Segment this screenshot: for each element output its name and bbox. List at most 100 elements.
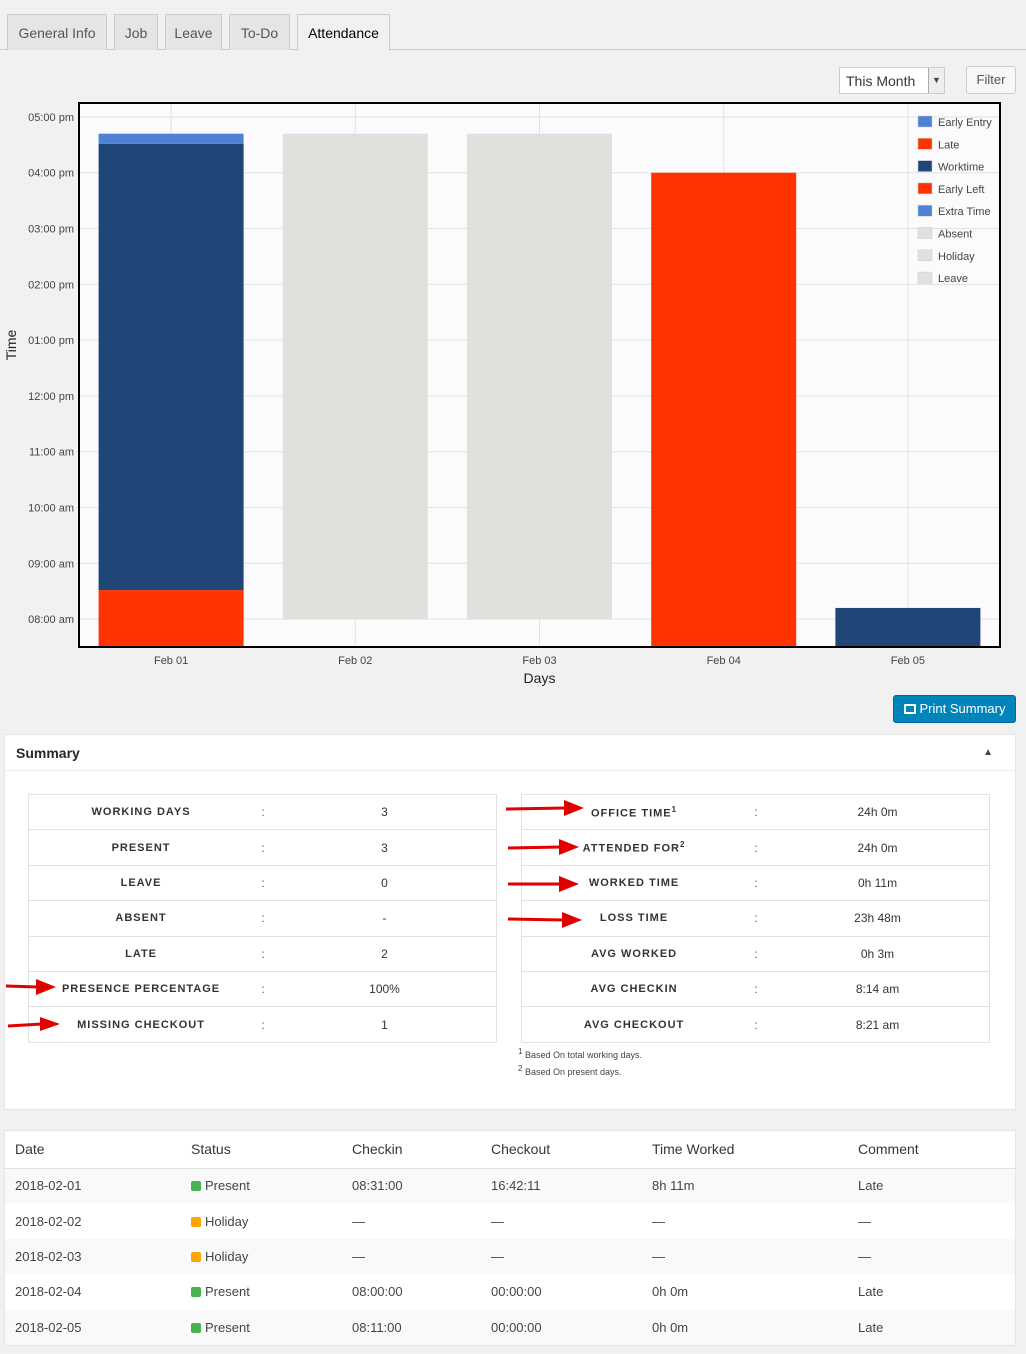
summary-separator: :	[746, 900, 767, 937]
legend-swatch	[917, 160, 933, 172]
x-tick-label: Feb 01	[154, 655, 188, 667]
status-dot-icon	[191, 1181, 201, 1192]
column-header: Status	[181, 1131, 342, 1169]
time-worked-cell: —	[652, 1213, 665, 1229]
date-cell: 2018-02-05	[5, 1309, 181, 1345]
summary-label: LOSS TIME	[521, 900, 747, 937]
bar-segment	[98, 143, 244, 591]
checkout-cell: —	[491, 1213, 504, 1229]
checkin-cell: 08:31:00	[342, 1168, 481, 1204]
plot-border	[78, 102, 1001, 648]
comment-cell: Late	[848, 1168, 1015, 1204]
tab-attendance[interactable]: Attendance	[297, 14, 390, 51]
x-axis-title: Days	[524, 670, 556, 686]
y-tick-label: 04:00 pm	[28, 168, 74, 180]
tab-job[interactable]: Job	[114, 14, 158, 50]
attendance-chart: 05:00 pm 04:00 pm 03:00 pm 02:00 pm 01:00 pm…	[3, 102, 1001, 686]
summary-footnotes: 1 Based On total working days. 2 Based O…	[518, 1045, 642, 1079]
status-dot-icon	[191, 1251, 201, 1262]
column-header: Date	[5, 1131, 181, 1169]
summary-row: AVG CHECKOUT:8:21 am	[521, 1006, 991, 1043]
time-worked-cell: 0h 0m	[652, 1284, 689, 1300]
checkin-cell: —	[342, 1238, 481, 1275]
column-header: Time Worked	[642, 1131, 848, 1169]
period-select[interactable]: This Month ▼	[839, 67, 945, 94]
summary-label: OFFICE TIME1	[521, 793, 747, 831]
collapse-arrow-icon[interactable]: ▲	[983, 747, 993, 758]
legend-label: Extra Time	[938, 206, 991, 218]
legend-label: Absent	[938, 229, 972, 241]
date-cell: 2018-02-04	[15, 1284, 82, 1300]
summary-separator: :	[253, 1006, 274, 1043]
summary-row: PRESENT:3	[28, 829, 498, 866]
summary-label: LEAVE	[28, 864, 254, 902]
y-tick-label: 01:00 pm	[28, 335, 74, 347]
legend-swatch	[917, 249, 933, 262]
summary-separator: :	[746, 864, 767, 902]
checkin-cell: 08:00:00	[352, 1284, 403, 1300]
bar-segment	[98, 133, 244, 144]
print-summary-button[interactable]: Print Summary	[893, 695, 1016, 723]
time-worked-cell: —	[642, 1238, 848, 1275]
x-tick-label: Feb 02	[338, 655, 372, 667]
legend-label: Early Left	[938, 184, 984, 196]
column-header: Checkin	[342, 1131, 481, 1169]
table-row: 2018-02-02 Holiday — — — —	[5, 1203, 1015, 1238]
legend-swatch	[917, 271, 933, 284]
summary-separator: :	[746, 829, 767, 866]
tab-to-do[interactable]: To-Do	[229, 14, 290, 50]
comment-cell: Late	[858, 1284, 884, 1300]
summary-label: AVG CHECKOUT	[521, 1006, 747, 1043]
comment-cell: —	[848, 1238, 1015, 1275]
status-cell: Holiday	[181, 1238, 342, 1275]
date-cell: 2018-02-02	[15, 1213, 82, 1229]
status-cell: Holiday	[181, 1203, 342, 1238]
column-header: Checkout	[481, 1131, 642, 1169]
legend-swatch	[917, 115, 933, 128]
summary-label: LATE	[28, 935, 254, 972]
x-tick-label: Feb 04	[707, 655, 741, 667]
summary-separator: :	[746, 1006, 767, 1043]
footnote: 1 Based On total working days.	[518, 1047, 643, 1060]
x-tick-label: Feb 03	[522, 655, 556, 667]
red-arrow-icon	[507, 839, 579, 855]
summary-separator: :	[746, 935, 767, 972]
summary-value: 100%	[273, 970, 498, 1008]
summary-right-table: OFFICE TIME1:24h 0m ATTENDED FOR2:24h 0m W…	[521, 793, 991, 1043]
filter-button[interactable]: Filter	[966, 66, 1016, 94]
red-arrow-icon	[5, 979, 56, 995]
summary-row: ATTENDED FOR2:24h 0m	[521, 829, 991, 866]
summary-value: 2	[273, 935, 498, 972]
date-cell: 2018-02-01	[5, 1168, 181, 1204]
summary-title: Summary	[16, 745, 80, 761]
legend-swatch	[917, 138, 933, 150]
attendance-records: Date Status Checkin Checkout Time Worked Comm…	[4, 1130, 1016, 1346]
table-row: 2018-02-03 Holiday — — — —	[5, 1238, 1015, 1275]
summary-left-table: WORKING DAYS:3 PRESENT:3 LEAVE:0 ABSENT: - LA…	[28, 793, 498, 1043]
red-arrow-icon	[505, 800, 584, 816]
summary-label: MISSING CHECKOUT	[28, 1006, 254, 1043]
legend-swatch	[917, 227, 933, 239]
y-tick-label: 09:00 am	[28, 558, 74, 570]
summary-value: 1	[273, 1006, 498, 1043]
summary-panel-header[interactable]: Summary ▲	[5, 735, 1015, 771]
summary-value: 3	[273, 793, 498, 831]
y-tick-label: 10:00 am	[28, 503, 74, 515]
comment-cell: Late	[848, 1309, 1015, 1345]
table-row: 2018-02-01 Present 08:31:00 16:42:11 8h 11m L…	[5, 1168, 1015, 1204]
annotation-arrows	[5, 800, 584, 1031]
summary-value: 8:14 am	[766, 970, 991, 1008]
comment-cell: —	[858, 1213, 871, 1229]
red-arrow-icon	[7, 1017, 60, 1031]
checkout-cell: 00:00:00	[481, 1309, 642, 1345]
summary-value: 24h 0m	[766, 829, 991, 866]
tab-leave[interactable]: Leave	[165, 14, 222, 50]
checkin-cell: —	[352, 1213, 365, 1229]
tab-general-info[interactable]: General Info	[7, 14, 107, 50]
printer-icon	[903, 704, 916, 714]
summary-value: 24h 0m	[766, 793, 991, 831]
summary-row: AVG WORKED:0h 3m	[521, 935, 991, 972]
summary-label: AVG WORKED	[521, 935, 747, 972]
summary-label: PRESENCE PERCENTAGE	[28, 970, 254, 1008]
print-summary-label: Print Summary	[919, 701, 1006, 716]
